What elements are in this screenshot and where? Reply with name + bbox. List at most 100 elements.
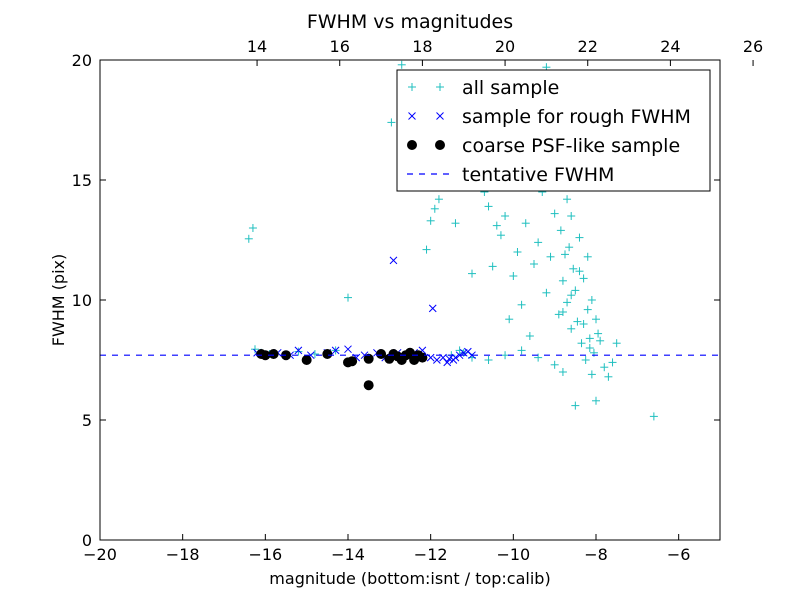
axes: −20 −18 −16 −14 −12 −10 −8 −6 0 5 10 15 20 14 16 18 20 22…	[49, 11, 763, 588]
data-point	[363, 380, 374, 391]
top-tick-label: 22	[578, 37, 598, 56]
data-point	[344, 345, 352, 354]
data-point	[550, 360, 559, 369]
data-point	[542, 288, 551, 297]
legend-entry-0: all sample	[408, 77, 559, 99]
x-tick-label: −10	[496, 545, 530, 564]
data-point	[546, 252, 555, 261]
data-point	[563, 195, 572, 204]
data-point	[585, 344, 594, 352]
data-point	[561, 250, 569, 259]
data-point	[505, 315, 514, 324]
data-point	[455, 351, 464, 360]
y-tick-label: 0	[82, 531, 92, 550]
data-point	[294, 346, 303, 355]
y-tick-label: 15	[72, 171, 92, 190]
data-point	[484, 356, 493, 364]
data-point	[455, 346, 464, 355]
data-point	[567, 291, 576, 300]
legend-marker	[407, 140, 417, 150]
x-tick-label: −8	[584, 545, 608, 564]
data-point	[433, 356, 441, 364]
data-point	[468, 269, 476, 278]
data-point	[434, 195, 443, 204]
data-point	[604, 372, 613, 381]
legend-marker	[408, 112, 416, 120]
data-point	[577, 339, 586, 348]
data-point	[488, 262, 497, 271]
x-tick-label: −12	[414, 545, 448, 564]
data-point	[244, 234, 253, 243]
data-point	[575, 233, 584, 242]
top-tick-label: 18	[412, 37, 432, 56]
legend-box	[396, 69, 711, 192]
data-point	[268, 349, 279, 359]
x-tick-label: −20	[83, 545, 117, 564]
data-point	[587, 296, 596, 304]
data-point	[449, 356, 458, 364]
data-point	[430, 204, 439, 213]
data-point	[443, 358, 452, 367]
data-point	[534, 238, 543, 247]
data-point	[550, 209, 559, 218]
data-point	[571, 286, 580, 295]
legend-label: tentative FWHM	[462, 164, 614, 186]
data-point	[451, 219, 460, 228]
data-point	[501, 351, 510, 360]
data-point	[525, 332, 534, 340]
data-point	[347, 356, 358, 367]
data-point	[587, 370, 596, 379]
y-tick-label: 5	[82, 411, 92, 430]
data-point	[492, 221, 501, 230]
legend: all sample sample for rough FWHM coarse PS…	[396, 69, 711, 192]
data-point	[558, 308, 567, 316]
data-point	[571, 401, 580, 410]
data-point	[592, 315, 600, 324]
data-point	[565, 243, 574, 252]
data-point	[397, 60, 406, 69]
legend-marker	[435, 140, 445, 150]
data-point	[509, 272, 518, 280]
data-point	[554, 310, 563, 319]
data-point	[417, 352, 428, 363]
data-point	[579, 274, 588, 283]
data-point	[251, 345, 259, 354]
top-tick-label: 24	[660, 37, 680, 56]
y-tick-label: 10	[72, 291, 92, 310]
data-point	[600, 363, 609, 372]
chart-title: FWHM vs magnitudes	[307, 11, 513, 33]
data-point	[294, 347, 303, 356]
data-point	[558, 276, 567, 285]
legend-marker	[436, 83, 444, 91]
top-tick-label: 26	[743, 37, 763, 56]
data-point	[592, 396, 600, 405]
data-point	[521, 219, 530, 228]
x-tick-label: −18	[166, 545, 200, 564]
data-point	[517, 346, 526, 355]
top-tick-label: 14	[247, 37, 267, 56]
data-point	[344, 293, 352, 302]
legend-entry-3: tentative FWHM	[407, 164, 614, 186]
data-point	[422, 245, 431, 254]
data-point	[363, 353, 374, 364]
data-point	[583, 252, 592, 261]
data-point	[579, 320, 588, 328]
data-point	[534, 353, 543, 362]
data-point	[301, 355, 312, 365]
x-axis-label: magnitude (bottom:isnt / top:calib)	[269, 569, 550, 588]
data-point	[331, 346, 340, 355]
data-point	[501, 212, 510, 220]
legend-marker	[408, 83, 416, 91]
x-tick-label: −16	[248, 545, 282, 564]
legend-entry-2: coarse PSF-like sample	[407, 135, 680, 157]
legend-entry-1: sample for rough FWHM	[408, 106, 691, 128]
legend-marker	[436, 112, 444, 120]
data-point	[612, 339, 621, 348]
data-point	[517, 300, 526, 309]
data-point	[573, 317, 582, 326]
data-point	[608, 358, 617, 367]
legend-label: all sample	[462, 77, 559, 99]
data-point	[583, 305, 592, 314]
data-point	[556, 226, 565, 235]
